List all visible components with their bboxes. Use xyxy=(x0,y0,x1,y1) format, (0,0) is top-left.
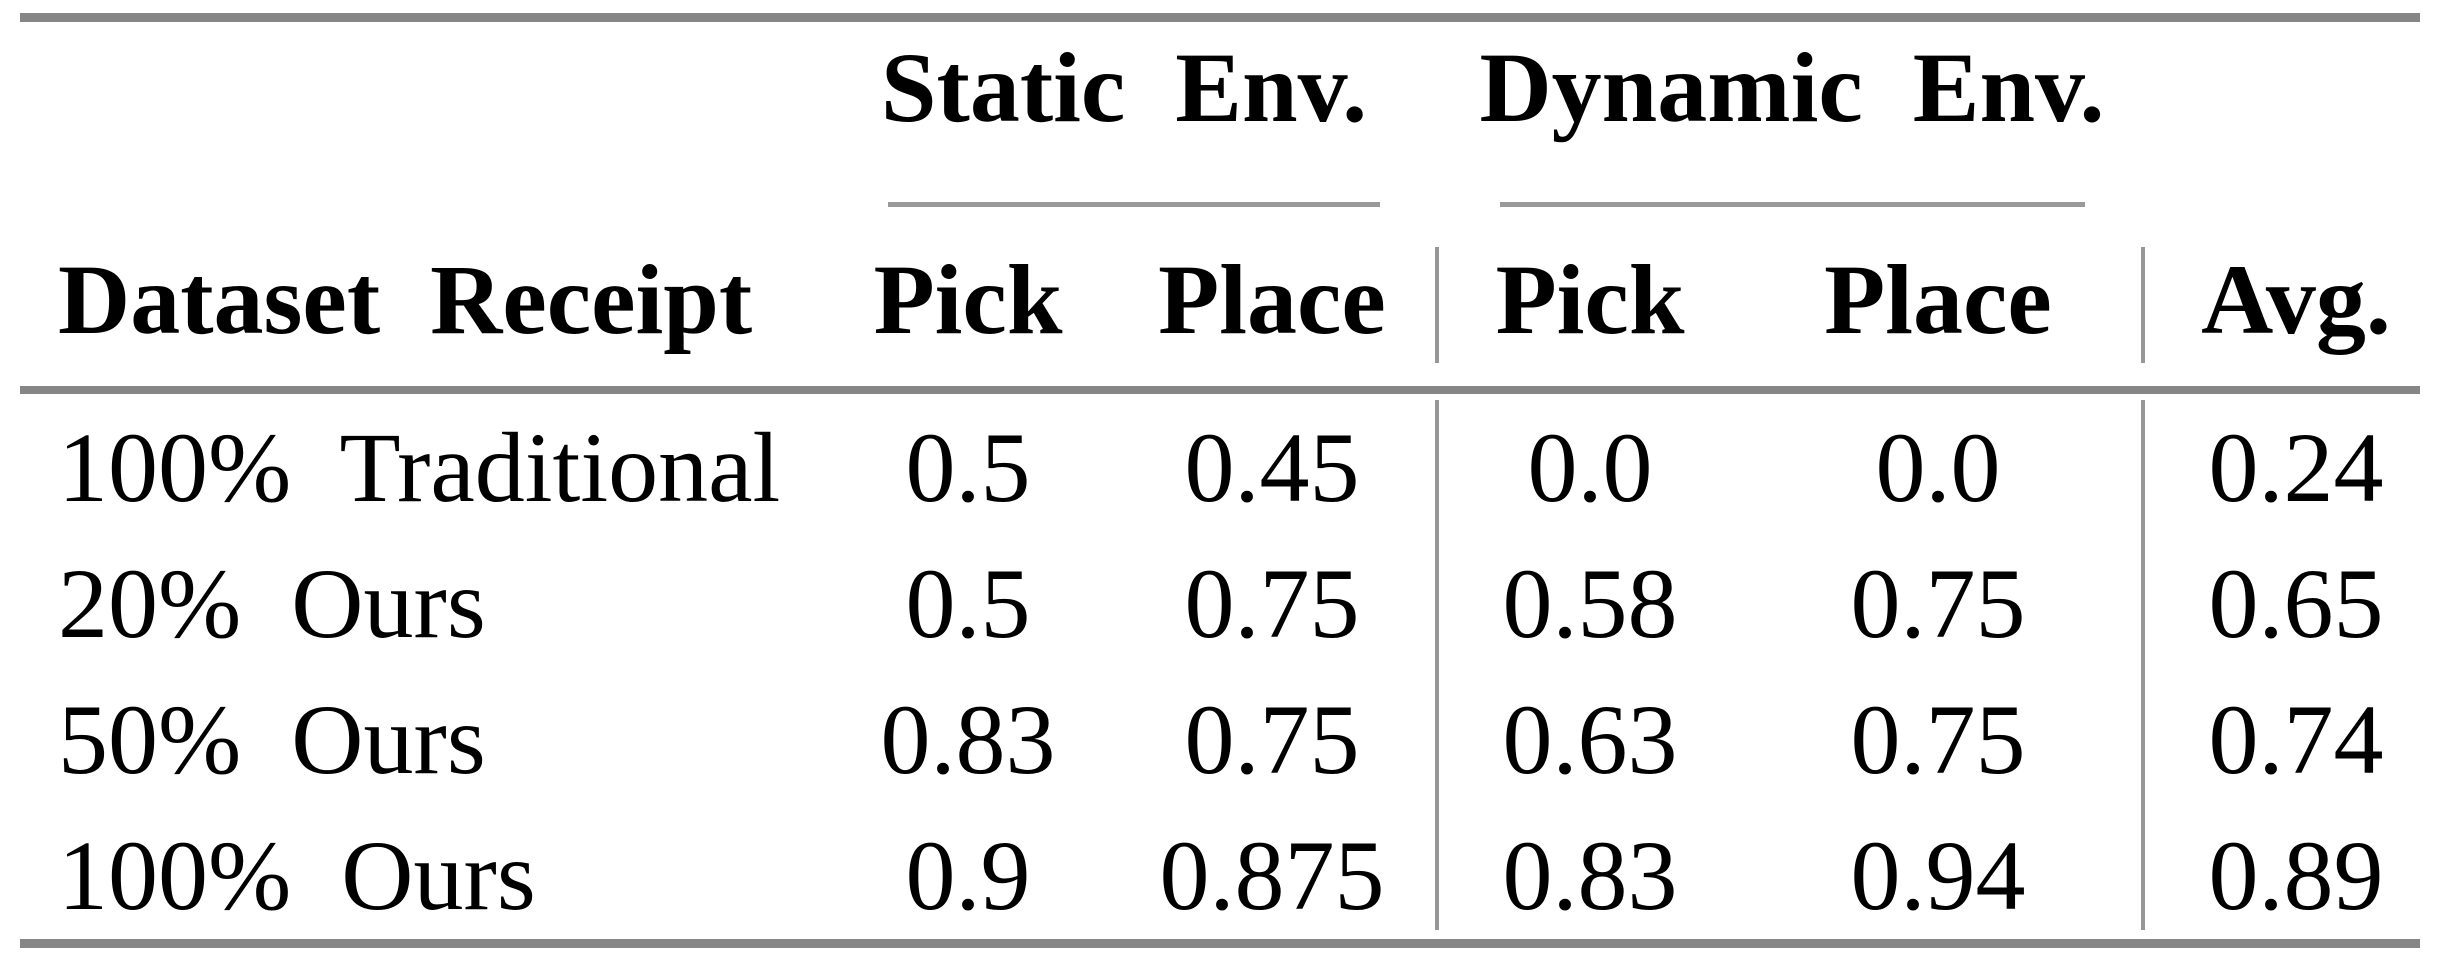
row4-static-place: 0.875 xyxy=(1159,820,1385,931)
static-env-group-header: Static Env. xyxy=(880,32,1368,143)
static-pick-header: Pick xyxy=(873,244,1063,355)
row1-static-pick: 0.5 xyxy=(905,412,1031,523)
dynamic-env-underline xyxy=(1500,202,2085,207)
avg-header: Avg. xyxy=(2201,244,2391,355)
row3-static-place: 0.75 xyxy=(1184,684,1360,795)
row3-dynamic-place: 0.75 xyxy=(1850,684,2026,795)
row4-dynamic-place: 0.94 xyxy=(1850,820,2026,931)
column-divider-static-dynamic xyxy=(1435,247,1439,363)
top-rule xyxy=(20,13,2420,22)
row1-dynamic-pick: 0.0 xyxy=(1527,412,1653,523)
row1-avg: 0.24 xyxy=(2208,412,2384,523)
header-rule xyxy=(20,386,2420,394)
row3-static-pick: 0.83 xyxy=(880,684,1056,795)
column-divider-static-dynamic xyxy=(1435,400,1439,930)
column-divider-dynamic-avg xyxy=(2141,400,2145,930)
static-place-header: Place xyxy=(1158,244,1386,355)
row1-label: 100% Traditional xyxy=(58,412,781,523)
static-env-underline xyxy=(888,202,1380,207)
row2-dynamic-place: 0.75 xyxy=(1850,548,2026,659)
row3-label: 50% Ours xyxy=(58,684,486,795)
row1-dynamic-place: 0.0 xyxy=(1875,412,2001,523)
row4-label: 100% Ours xyxy=(58,820,536,931)
dynamic-pick-header: Pick xyxy=(1495,244,1685,355)
dynamic-env-group-header: Dynamic Env. xyxy=(1479,32,2105,143)
bottom-rule xyxy=(20,939,2420,948)
row4-avg: 0.89 xyxy=(2208,820,2384,931)
row2-static-pick: 0.5 xyxy=(905,548,1031,659)
row4-static-pick: 0.9 xyxy=(905,820,1031,931)
row4-dynamic-pick: 0.83 xyxy=(1502,820,1678,931)
row2-static-place: 0.75 xyxy=(1184,548,1360,659)
row3-avg: 0.74 xyxy=(2208,684,2384,795)
row3-dynamic-pick: 0.63 xyxy=(1502,684,1678,795)
row1-static-place: 0.45 xyxy=(1184,412,1360,523)
dataset-receipt-header: Dataset Receipt xyxy=(58,244,753,355)
column-divider-dynamic-avg xyxy=(2141,247,2145,363)
dynamic-place-header: Place xyxy=(1824,244,2052,355)
row2-dynamic-pick: 0.58 xyxy=(1502,548,1678,659)
row2-avg: 0.65 xyxy=(2208,548,2384,659)
row2-label: 20% Ours xyxy=(58,548,486,659)
